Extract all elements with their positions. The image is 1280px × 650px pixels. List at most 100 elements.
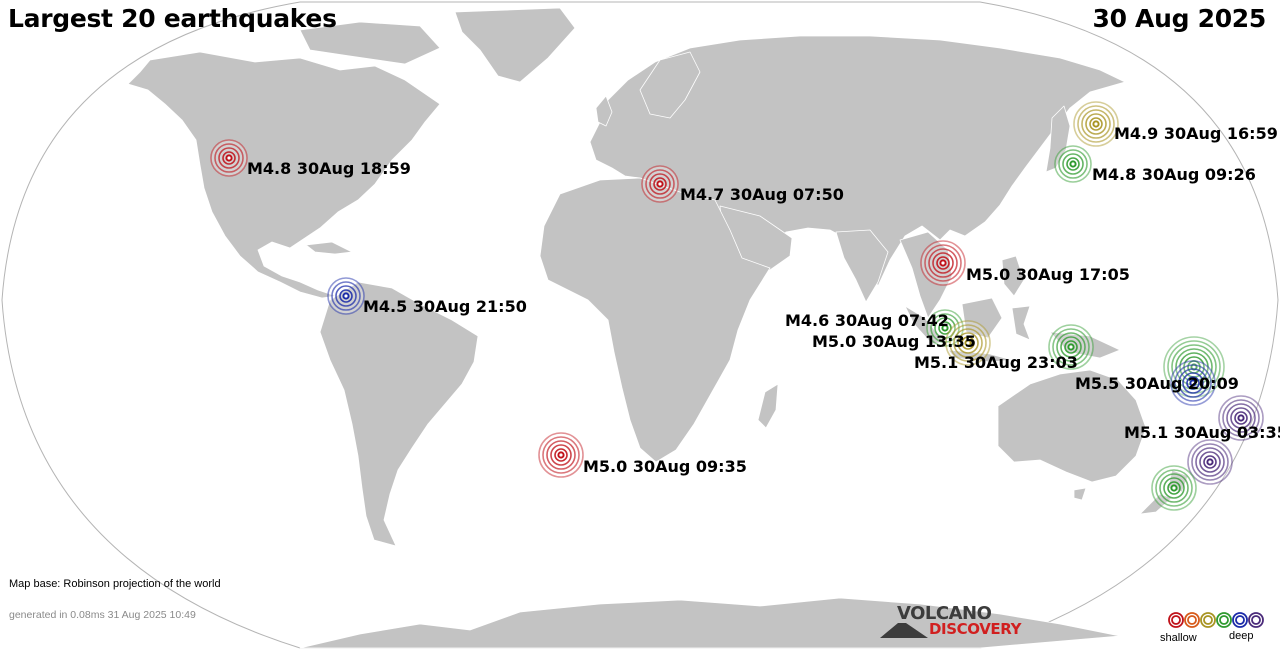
legend-depth-ring <box>1171 615 1181 625</box>
earthquake-marker-ring <box>1064 340 1078 354</box>
earthquake-marker-ring <box>1226 403 1256 433</box>
earthquake-marker-center <box>1189 379 1197 387</box>
earthquake-label[interactable]: M5.5 30Aug 20:09 <box>1075 374 1239 393</box>
legend-deep-label: deep <box>1229 630 1254 642</box>
legend-depth-ring <box>1248 612 1264 628</box>
landmass-madagascar <box>757 383 779 429</box>
earthquake-marker-ring <box>1178 368 1208 398</box>
earthquake-marker[interactable] <box>1073 101 1119 147</box>
earthquake-marker-ring <box>1203 455 1217 469</box>
earthquake-marker-ring <box>1186 376 1200 390</box>
earthquake-marker-ring <box>1174 364 1212 402</box>
earthquake-marker[interactable] <box>926 309 964 347</box>
landmass-australia <box>997 369 1147 483</box>
earthquake-marker-ring <box>961 336 975 350</box>
earthquake-marker-ring <box>1060 336 1082 358</box>
landmass-caribbean <box>305 241 353 255</box>
earthquake-layer: M4.8 30Aug 18:59 M4.7 30Aug 07:50 M4.9 30A… <box>210 101 1280 511</box>
earthquake-marker-ring <box>1159 473 1189 503</box>
earthquake-marker-ring <box>1056 332 1086 362</box>
earthquake-marker-center <box>964 339 972 347</box>
earthquake-marker-ring <box>924 244 962 282</box>
earthquake-label[interactable]: M5.1 30Aug 23:03 <box>914 353 1078 372</box>
landmass-arctic-islands <box>299 21 441 65</box>
depth-legend: shallow deep <box>1160 608 1270 648</box>
earthquake-marker-ring <box>649 173 671 195</box>
volcanodiscovery-logo[interactable]: VOLCANO DISCOVERY <box>880 603 1040 643</box>
earthquake-marker[interactable] <box>920 240 966 286</box>
earthquake-marker[interactable] <box>1187 439 1233 485</box>
earthquake-marker-ring <box>1077 105 1115 143</box>
earthquake-marker-ring <box>339 289 353 303</box>
earthquake-marker-ring <box>653 177 667 191</box>
earthquake-marker-ring <box>1062 153 1084 175</box>
earthquake-marker-center <box>941 324 949 332</box>
legend-depth-ring <box>1184 612 1200 628</box>
earthquake-marker-ring <box>1066 157 1080 171</box>
earthquake-marker-ring <box>331 281 361 311</box>
legend-depth-ring <box>1216 612 1232 628</box>
earthquake-marker[interactable] <box>1170 360 1216 406</box>
generated-note: generated in 0.08ms 31 Aug 2025 10:49 <box>9 609 196 621</box>
map-title: Largest 20 earthquakes <box>8 4 337 33</box>
map-date: 30 Aug 2025 <box>1092 4 1266 33</box>
legend-depth-ring <box>1168 612 1184 628</box>
earthquake-marker-ring <box>218 147 240 169</box>
earthquake-marker-ring <box>1058 149 1088 179</box>
earthquake-marker-ring <box>1155 469 1193 507</box>
landmass-africa <box>539 177 771 463</box>
earthquake-marker-center <box>225 154 233 162</box>
earthquake-marker-center <box>1206 458 1214 466</box>
logo-text-discovery: DISCOVERY <box>929 620 1022 638</box>
legend-depth-ring <box>1187 615 1197 625</box>
earthquake-marker-ring <box>1085 113 1107 135</box>
earthquake-marker[interactable] <box>641 165 679 203</box>
landmass-philippines <box>1001 255 1025 297</box>
earthquake-label[interactable]: M5.1 30Aug 03:35 <box>1124 423 1280 442</box>
earthquake-marker[interactable] <box>538 432 584 478</box>
earthquake-marker-ring <box>957 332 979 354</box>
earthquake-marker-center <box>1069 160 1077 168</box>
earthquake-marker-ring <box>1234 411 1248 425</box>
earthquake-marker-ring <box>1163 477 1185 499</box>
earthquake-marker[interactable] <box>945 320 991 366</box>
land-masses <box>127 7 1189 649</box>
earthquake-marker-ring <box>542 436 580 474</box>
earthquake-marker-center <box>656 180 664 188</box>
earthquake-marker[interactable] <box>1048 324 1094 370</box>
earthquake-label[interactable]: M4.9 30Aug 16:59 <box>1114 124 1278 143</box>
earthquake-marker-ring <box>335 285 357 307</box>
earthquake-marker[interactable] <box>1218 395 1264 441</box>
legend-depth-ring <box>1200 612 1216 628</box>
landmass-sumatra <box>904 305 945 345</box>
landmass-sulawesi <box>1011 305 1031 341</box>
earthquake-marker-center <box>1067 343 1075 351</box>
earthquake-marker[interactable] <box>1151 465 1197 511</box>
earthquake-marker-center <box>342 292 350 300</box>
earthquake-marker-ring <box>1182 372 1204 394</box>
earthquake-label[interactable]: M5.0 30Aug 09:35 <box>583 457 747 476</box>
earthquake-label[interactable]: M4.5 30Aug 21:50 <box>363 297 527 316</box>
earthquake-marker[interactable] <box>210 139 248 177</box>
earthquake-marker-center <box>1237 414 1245 422</box>
earthquake-marker-ring <box>546 440 576 470</box>
legend-shallow-label: shallow <box>1160 632 1197 644</box>
earthquake-label[interactable]: M5.0 30Aug 17:05 <box>966 265 1130 284</box>
earthquake-label[interactable]: M4.7 30Aug 07:50 <box>680 185 844 204</box>
landmass-india <box>835 229 889 303</box>
earthquake-marker-ring <box>645 169 675 199</box>
earthquake-label[interactable]: M4.6 30Aug 07:42 <box>785 311 949 330</box>
earthquake-label[interactable]: M4.8 30Aug 18:59 <box>247 159 411 178</box>
earthquake-marker[interactable] <box>327 277 365 315</box>
earthquake-label[interactable]: M4.8 30Aug 09:26 <box>1092 165 1256 184</box>
legend-depth-ring <box>1219 615 1229 625</box>
earthquake-marker[interactable] <box>1054 145 1092 183</box>
earthquake-marker-ring <box>1052 328 1090 366</box>
earthquake-marker-ring <box>928 248 958 278</box>
volcano-logo-icon <box>880 623 928 638</box>
landmass-tasmania <box>1073 487 1087 501</box>
earthquake-label[interactable]: M5.0 30Aug 13:35 <box>812 332 976 351</box>
earthquake-marker-ring <box>554 448 568 462</box>
earthquake-marker-ring <box>934 317 956 339</box>
